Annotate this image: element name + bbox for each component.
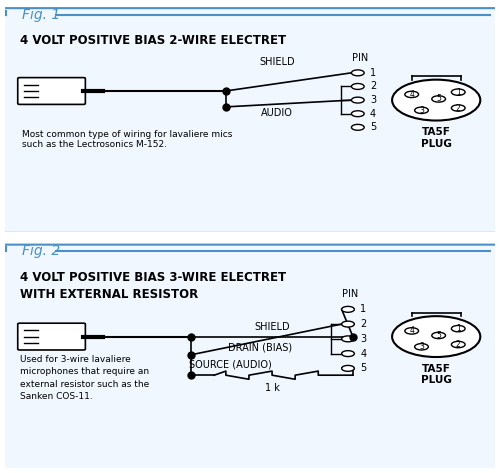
Circle shape (392, 316, 480, 357)
Text: 2: 2 (456, 104, 460, 113)
Text: 1 k: 1 k (264, 383, 280, 393)
FancyBboxPatch shape (1, 8, 499, 233)
Circle shape (432, 96, 446, 102)
Circle shape (452, 342, 465, 348)
Text: 5: 5 (370, 123, 376, 132)
Circle shape (352, 97, 364, 103)
Text: 4: 4 (360, 349, 366, 359)
Circle shape (452, 325, 465, 332)
FancyBboxPatch shape (18, 323, 86, 350)
FancyBboxPatch shape (1, 245, 499, 469)
Text: 3: 3 (370, 95, 376, 105)
Circle shape (352, 84, 364, 89)
Text: TA5F
PLUG: TA5F PLUG (421, 127, 452, 149)
Text: 4 VOLT POSITIVE BIAS 2-WIRE ELECTRET: 4 VOLT POSITIVE BIAS 2-WIRE ELECTRET (20, 34, 286, 47)
Text: 5: 5 (436, 95, 441, 104)
Circle shape (352, 124, 364, 130)
Text: 3: 3 (360, 334, 366, 344)
Text: 5: 5 (436, 331, 441, 340)
Circle shape (392, 79, 480, 121)
Circle shape (432, 332, 446, 339)
Text: PIN: PIN (342, 289, 358, 299)
Text: PIN: PIN (352, 53, 368, 62)
Text: 5: 5 (360, 363, 366, 373)
Text: 2: 2 (456, 340, 460, 349)
Text: 2: 2 (360, 319, 366, 329)
Circle shape (405, 91, 418, 97)
Text: SHIELD: SHIELD (254, 322, 290, 332)
Text: Fig. 1: Fig. 1 (22, 8, 60, 22)
Text: 1: 1 (370, 68, 376, 78)
Text: 4: 4 (370, 109, 376, 119)
Text: 1: 1 (456, 324, 460, 333)
Circle shape (452, 89, 465, 96)
Text: Fig. 2: Fig. 2 (22, 245, 60, 258)
Text: 4: 4 (410, 90, 414, 99)
Text: 4 VOLT POSITIVE BIAS 3-WIRE ELECTRET
WITH EXTERNAL RESISTOR: 4 VOLT POSITIVE BIAS 3-WIRE ELECTRET WIT… (20, 271, 286, 301)
Text: 1: 1 (456, 88, 460, 96)
Circle shape (405, 328, 418, 334)
Text: DRAIN (BIAS): DRAIN (BIAS) (228, 342, 292, 352)
Circle shape (342, 366, 354, 371)
Circle shape (414, 107, 428, 114)
Text: TA5F
PLUG: TA5F PLUG (421, 364, 452, 385)
Text: 3: 3 (419, 106, 424, 115)
Text: 4: 4 (410, 326, 414, 335)
Text: Most common type of wiring for lavaliere mics
such as the Lectrosonics M-152.: Most common type of wiring for lavaliere… (22, 130, 233, 149)
Circle shape (342, 350, 354, 357)
Text: 2: 2 (370, 81, 376, 91)
Text: SHIELD: SHIELD (259, 57, 295, 67)
Text: SOURCE (AUDIO): SOURCE (AUDIO) (189, 359, 272, 369)
Text: Used for 3-wire lavaliere
microphones that require an
external resistor such as : Used for 3-wire lavaliere microphones th… (20, 355, 149, 401)
Circle shape (352, 70, 364, 76)
Circle shape (342, 321, 354, 327)
Text: 3: 3 (419, 342, 424, 351)
Circle shape (414, 343, 428, 350)
Circle shape (352, 111, 364, 117)
Text: AUDIO: AUDIO (261, 108, 293, 118)
Circle shape (342, 336, 354, 342)
FancyBboxPatch shape (18, 78, 86, 105)
Circle shape (342, 307, 354, 312)
Text: 1: 1 (360, 304, 366, 315)
Circle shape (452, 105, 465, 111)
